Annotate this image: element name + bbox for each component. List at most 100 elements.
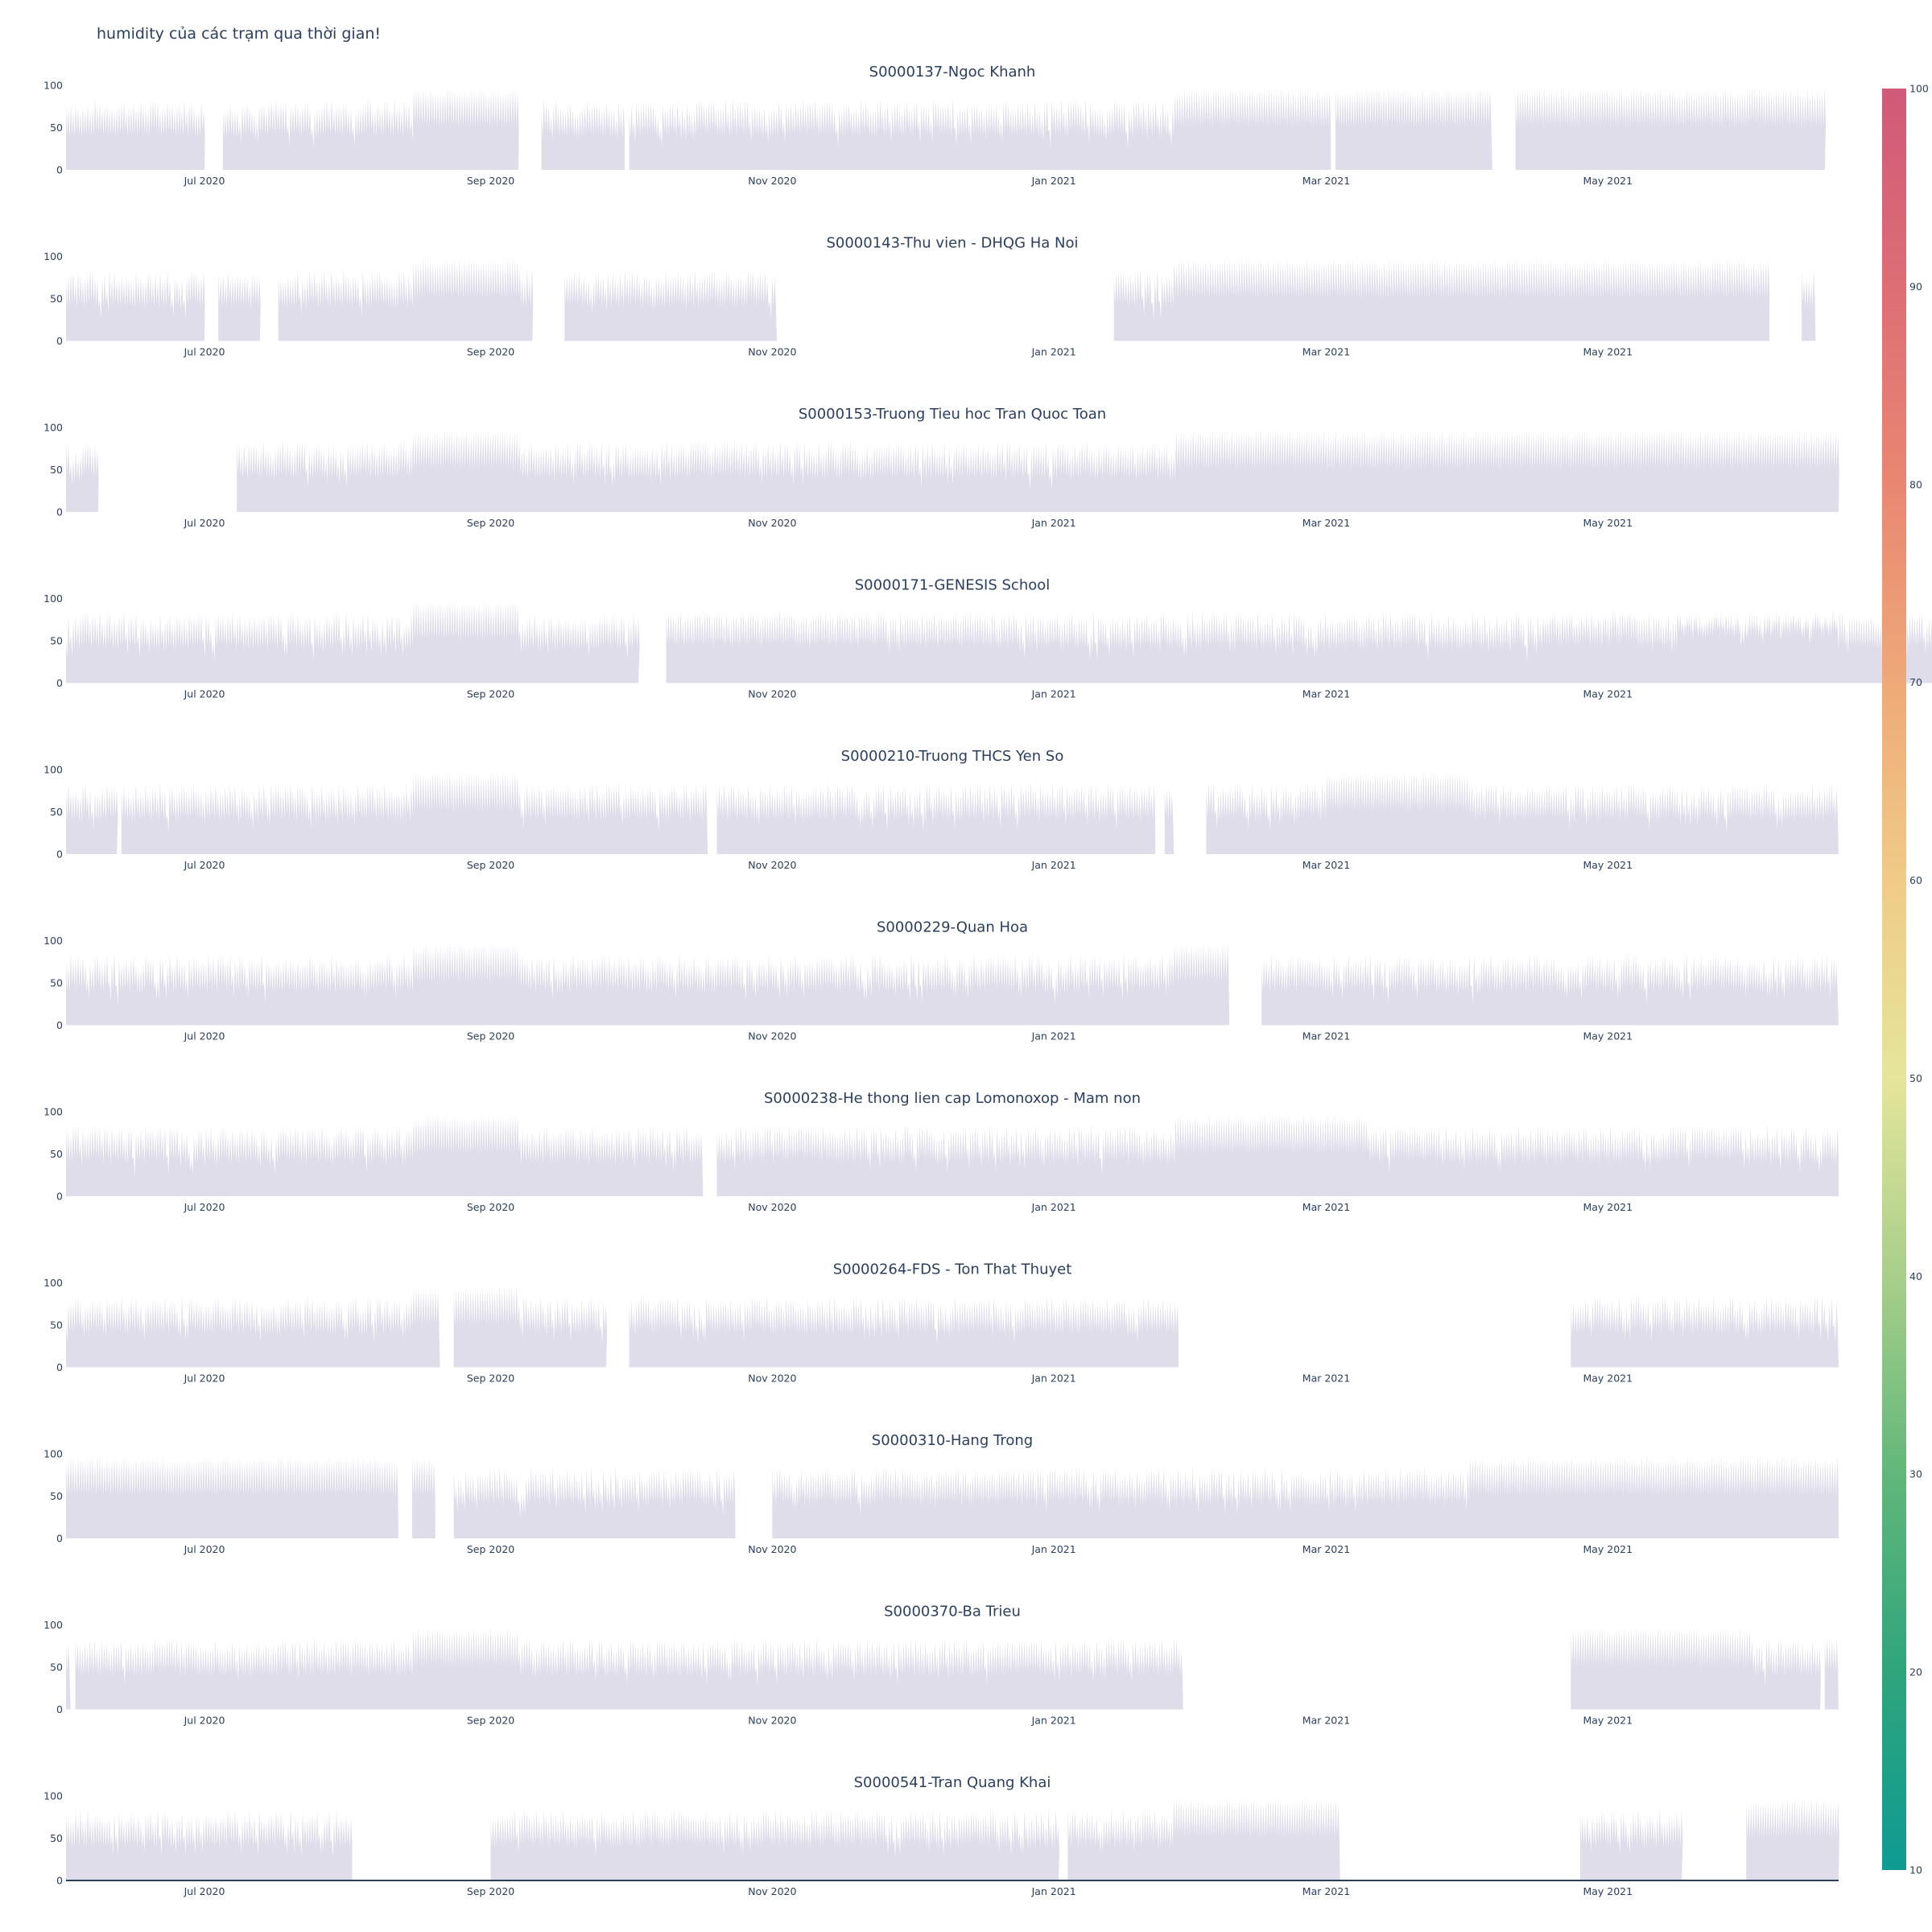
y-tick-label: 100 xyxy=(43,935,63,947)
y-tick-label: 0 xyxy=(56,1191,63,1203)
bar-series xyxy=(66,1798,1839,1880)
x-tick-label: Nov 2020 xyxy=(748,688,796,700)
bar xyxy=(564,269,778,341)
x-tick-label: Sep 2020 xyxy=(467,1030,514,1042)
y-tick-label: 50 xyxy=(50,464,63,476)
y-tick-label: 50 xyxy=(50,122,63,134)
x-tick-label: Mar 2021 xyxy=(1302,517,1350,529)
bar xyxy=(772,1455,1839,1538)
y-tick-label: 100 xyxy=(43,1448,63,1460)
bar xyxy=(75,1627,1183,1710)
panel-title: S0000264-FDS - Ton That Thuyet xyxy=(833,1261,1072,1278)
x-tick-label: Sep 2020 xyxy=(467,859,514,871)
x-tick-label: Jul 2020 xyxy=(184,346,225,358)
x-tick-label: Jul 2020 xyxy=(184,1030,225,1042)
x-tick-label: May 2021 xyxy=(1583,1543,1633,1555)
x-tick-label: Mar 2021 xyxy=(1302,1373,1350,1385)
x-tick-label: May 2021 xyxy=(1583,1885,1633,1897)
bar xyxy=(1802,269,1816,341)
x-tick-label: Jan 2021 xyxy=(1031,1030,1076,1042)
bar xyxy=(1571,1627,1821,1710)
y-tick-label: 0 xyxy=(56,1361,63,1373)
x-tick-label: May 2021 xyxy=(1583,517,1633,529)
x-tick-label: Nov 2020 xyxy=(748,517,796,529)
colorbar: 10 20 30 40 50 60 70 80 90 100 xyxy=(1882,83,1929,1876)
bar xyxy=(121,772,708,854)
bar xyxy=(66,269,205,341)
y-tick-label: 50 xyxy=(50,1832,63,1844)
x-tick-label: May 2021 xyxy=(1583,1201,1633,1213)
bar xyxy=(66,1286,440,1368)
x-tick-label: Jan 2021 xyxy=(1031,859,1076,871)
x-tick-label: Sep 2020 xyxy=(467,175,514,187)
x-tick-label: Nov 2020 xyxy=(748,1201,796,1213)
bar xyxy=(666,611,962,683)
colorbar-tick-label: 80 xyxy=(1909,478,1922,490)
bar-series xyxy=(66,429,1839,512)
bar xyxy=(629,1295,1179,1368)
bar xyxy=(66,98,205,170)
bar-series xyxy=(66,258,1816,341)
x-tick-label: May 2021 xyxy=(1583,688,1633,700)
bar xyxy=(716,782,1156,854)
panel-title: S0000210-Truong THCS Yen So xyxy=(841,748,1064,765)
colorbar-tick-label: 100 xyxy=(1909,83,1929,95)
bar xyxy=(1824,1637,1839,1710)
y-tick-label: 100 xyxy=(43,1619,63,1631)
x-tick-label: Sep 2020 xyxy=(467,346,514,358)
x-tick-label: Mar 2021 xyxy=(1302,859,1350,871)
bar xyxy=(1113,258,1770,341)
x-tick-label: Jan 2021 xyxy=(1031,688,1076,700)
bar xyxy=(1261,953,1839,1026)
x-tick-label: Nov 2020 xyxy=(748,1030,796,1042)
y-tick-label: 50 xyxy=(50,977,63,989)
panel-title: S0000541-Tran Quang Khai xyxy=(854,1774,1051,1791)
colorbar-tick-label: 50 xyxy=(1909,1072,1922,1084)
bar xyxy=(1164,786,1174,854)
y-tick-label: 50 xyxy=(50,1319,63,1331)
bar-series xyxy=(66,943,1839,1026)
panel-title: S0000310-Hang Trong xyxy=(872,1432,1033,1449)
x-tick-label: Mar 2021 xyxy=(1302,1885,1350,1897)
bar xyxy=(453,1466,736,1538)
y-tick-label: 100 xyxy=(43,80,63,92)
y-tick-label: 0 xyxy=(56,335,63,347)
bar xyxy=(223,87,519,170)
x-tick-label: Nov 2020 xyxy=(748,1715,796,1727)
bar-series xyxy=(66,601,1932,683)
bar xyxy=(1067,1798,1340,1880)
y-tick-label: 100 xyxy=(43,1106,63,1118)
bar xyxy=(1571,1295,1839,1368)
x-tick-label: Sep 2020 xyxy=(467,1885,514,1897)
x-tick-label: May 2021 xyxy=(1583,346,1633,358)
x-tick-label: Sep 2020 xyxy=(467,1543,514,1555)
station-panel: S0000264-FDS - Ton That Thuyet 0 50 100 Jul … xyxy=(43,1261,1839,1385)
bar-series xyxy=(66,1113,1839,1196)
station-panel: S0000238-He thong lien cap Lomonoxop - M… xyxy=(43,1090,1839,1213)
bar xyxy=(1543,611,1637,683)
x-tick-label: Mar 2021 xyxy=(1302,1201,1350,1213)
bar xyxy=(716,1113,1839,1196)
y-tick-label: 0 xyxy=(56,506,63,518)
colorbar-tick-label: 70 xyxy=(1909,676,1922,688)
x-tick-label: Jul 2020 xyxy=(184,517,225,529)
x-tick-label: Jan 2021 xyxy=(1031,175,1076,187)
x-tick-label: Jul 2020 xyxy=(184,1201,225,1213)
y-tick-label: 0 xyxy=(56,1533,63,1545)
x-tick-label: Mar 2021 xyxy=(1302,1030,1350,1042)
x-tick-label: Nov 2020 xyxy=(748,1373,796,1385)
x-tick-label: Sep 2020 xyxy=(467,688,514,700)
panel-title: S0000238-He thong lien cap Lomonoxop - M… xyxy=(764,1090,1141,1107)
bar xyxy=(490,1808,1060,1880)
y-tick-label: 100 xyxy=(43,422,63,434)
y-tick-label: 0 xyxy=(56,848,63,861)
bar-series xyxy=(66,1285,1839,1368)
station-panel: S0000541-Tran Quang Khai 0 50 100 Jul 2020 Se… xyxy=(43,1774,1839,1897)
x-tick-label: Jan 2021 xyxy=(1031,517,1076,529)
bar-series xyxy=(66,87,1827,170)
x-tick-label: Jul 2020 xyxy=(184,1543,225,1555)
x-tick-label: Jan 2021 xyxy=(1031,1885,1076,1897)
colorbar-tick-label: 10 xyxy=(1909,1864,1922,1876)
station-panel: S0000229-Quan Hoa 0 50 100 Jul 2020 Sep 2020 N… xyxy=(43,919,1839,1042)
panel-title: S0000153-Truong Tieu hoc Tran Quoc Toan xyxy=(799,406,1106,423)
